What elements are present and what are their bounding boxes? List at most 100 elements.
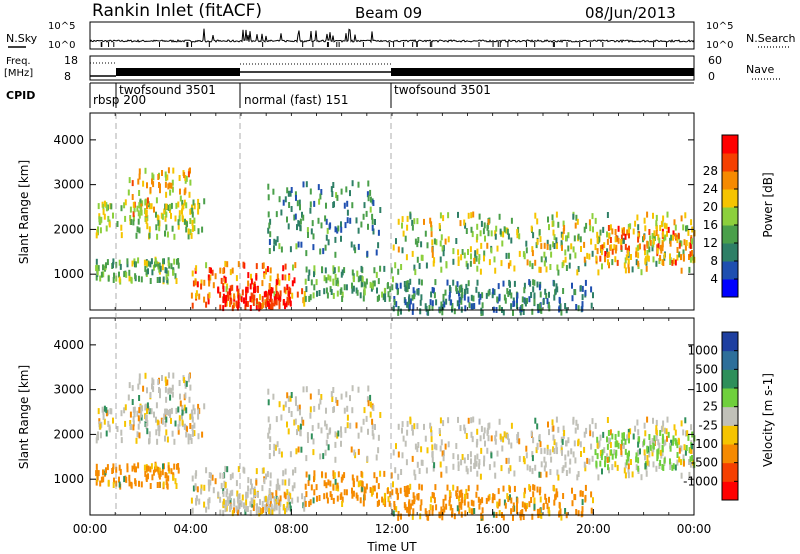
power-cell bbox=[334, 251, 337, 258]
velocity-cell bbox=[512, 514, 514, 521]
power-cell bbox=[501, 240, 504, 247]
velocity-cell bbox=[465, 465, 468, 472]
power-cell bbox=[474, 254, 477, 261]
velocity-cell bbox=[411, 455, 414, 462]
velocity-cell bbox=[235, 505, 238, 512]
power-cell bbox=[242, 261, 245, 268]
power-cell bbox=[440, 305, 443, 312]
power-cell bbox=[442, 303, 445, 310]
velocity-cell bbox=[442, 420, 445, 427]
velocity-cell bbox=[602, 431, 605, 438]
power-cell bbox=[411, 224, 414, 231]
velocity-cell bbox=[171, 430, 174, 437]
velocity-cell bbox=[480, 512, 483, 519]
velocity-cell bbox=[270, 492, 273, 498]
velocity-cell bbox=[461, 497, 464, 504]
x-tick-label: 00:00 bbox=[73, 522, 108, 536]
power-cell bbox=[636, 214, 639, 221]
power-cell bbox=[459, 220, 462, 227]
power-cell bbox=[150, 203, 153, 210]
velocity-cell bbox=[130, 481, 133, 488]
velocity-cell bbox=[214, 478, 217, 485]
power-cell bbox=[470, 226, 473, 233]
power-cell bbox=[341, 291, 344, 298]
velocity-cell bbox=[407, 488, 410, 494]
power-cell bbox=[152, 264, 155, 271]
power-cell bbox=[397, 268, 400, 275]
velocity-cell bbox=[635, 456, 638, 463]
power-cell bbox=[627, 267, 630, 274]
power-cell bbox=[177, 223, 180, 230]
velocity-cell bbox=[345, 489, 348, 496]
velocity-cell bbox=[507, 457, 510, 464]
velocity-cell bbox=[383, 470, 386, 477]
power-cell bbox=[154, 261, 156, 268]
power-cell bbox=[682, 255, 685, 262]
velocity-cell bbox=[547, 421, 549, 428]
freq-left-tick-top: 18 bbox=[64, 54, 78, 67]
velocity-cell bbox=[396, 494, 399, 501]
power-cell bbox=[335, 279, 338, 286]
velocity-cell bbox=[198, 498, 201, 505]
power-cell bbox=[177, 262, 180, 269]
velocity-cell bbox=[184, 392, 187, 399]
velocity-cell bbox=[567, 437, 570, 444]
velocity-cell bbox=[243, 502, 245, 509]
velocity-cell bbox=[193, 408, 196, 415]
velocity-cell bbox=[374, 424, 376, 430]
power-cell bbox=[289, 300, 292, 307]
power-cell bbox=[409, 213, 412, 220]
velocity-cell bbox=[95, 437, 98, 444]
velocity-cell bbox=[289, 451, 292, 458]
power-cell bbox=[266, 293, 269, 300]
power-cell bbox=[159, 265, 162, 272]
power-cell bbox=[640, 269, 643, 276]
velocity-cell bbox=[691, 455, 693, 461]
power-cell bbox=[174, 215, 177, 222]
velocity-cell bbox=[172, 474, 175, 481]
velocity-cell bbox=[562, 493, 565, 499]
power-cell bbox=[229, 292, 232, 299]
velocity-cell bbox=[439, 461, 442, 468]
power-cell bbox=[509, 289, 511, 296]
power-cell bbox=[143, 259, 146, 266]
velocity-cell bbox=[165, 396, 168, 403]
velocity-cell bbox=[523, 487, 526, 494]
velocity-cell bbox=[220, 482, 223, 489]
power-cell bbox=[321, 266, 323, 273]
velocity-cell bbox=[377, 483, 380, 490]
velocity-cell bbox=[636, 450, 639, 457]
power-cell bbox=[486, 222, 489, 229]
power-cell bbox=[148, 226, 151, 233]
power-cell bbox=[624, 257, 627, 264]
velocity-cell bbox=[312, 449, 315, 456]
velocity-cell bbox=[627, 455, 630, 462]
velocity-cell bbox=[336, 495, 339, 502]
power-cell bbox=[162, 258, 164, 265]
velocity-cell bbox=[282, 470, 285, 477]
velocity-cell bbox=[233, 498, 236, 505]
power-cell bbox=[507, 233, 510, 240]
velocity-cell bbox=[584, 465, 587, 472]
velocity-cell bbox=[556, 448, 558, 455]
power-cell bbox=[564, 256, 567, 263]
power-cell bbox=[456, 281, 459, 288]
power-cell bbox=[659, 244, 662, 251]
velocity-cell bbox=[278, 508, 281, 515]
power-cell bbox=[293, 277, 296, 284]
velocity-cell bbox=[193, 422, 196, 429]
power-cell bbox=[658, 258, 661, 264]
velocity-cell bbox=[298, 425, 301, 432]
velocity-cell bbox=[96, 469, 99, 476]
power-cell bbox=[245, 294, 248, 301]
velocity-cell bbox=[417, 442, 420, 448]
velocity-cell bbox=[373, 472, 376, 479]
power-cell bbox=[627, 250, 630, 257]
velocity-cell bbox=[435, 444, 438, 451]
velocity-cell bbox=[404, 504, 407, 511]
power-cell bbox=[431, 246, 434, 253]
station-title: Rankin Inlet (fitACF) bbox=[92, 1, 262, 21]
power-cell bbox=[177, 258, 180, 264]
power-cell bbox=[99, 218, 102, 225]
velocity-cell bbox=[103, 418, 106, 425]
